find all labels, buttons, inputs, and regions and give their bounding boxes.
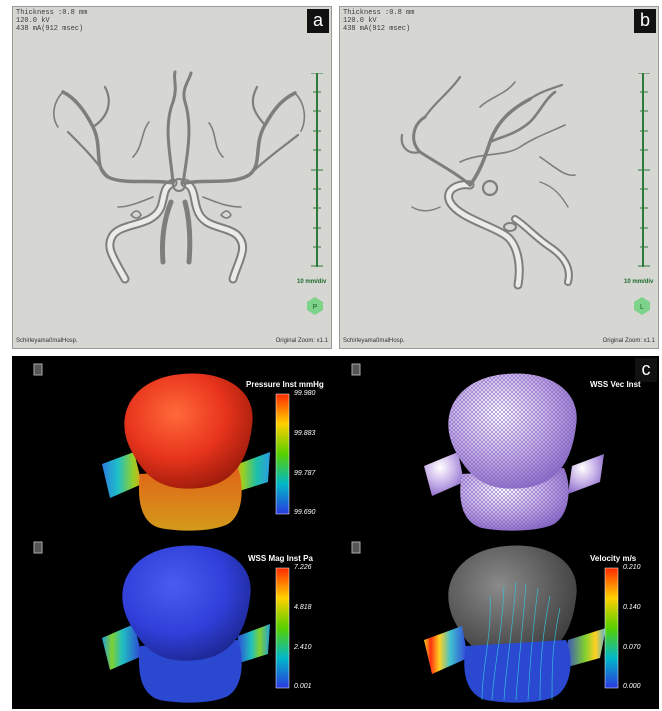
panel-a-footer-left: Schirleyama0malHosp. bbox=[16, 338, 78, 344]
panel-b-thickness: Thickness :0.8 mm bbox=[343, 9, 415, 17]
panel-a-ma: 438 mA(912 msec) bbox=[16, 25, 84, 33]
panel-a-vessel-render bbox=[53, 70, 306, 284]
velocity-tick-0: 0.210 bbox=[623, 564, 641, 571]
velocity-aneurysm-model bbox=[424, 545, 606, 703]
panel-a-orientation-icon: P bbox=[307, 297, 323, 315]
velocity-colorbar bbox=[604, 567, 619, 689]
panel-b-vessel-render bbox=[400, 75, 576, 290]
wss-mag-tick-3: 0.001 bbox=[294, 683, 312, 690]
panel-b-orientation-icon: L bbox=[634, 297, 650, 315]
pressure-tick-3: 99.690 bbox=[294, 509, 316, 516]
small-window-icons bbox=[33, 363, 361, 554]
pressure-aneurysm-model bbox=[102, 373, 270, 531]
wss-mag-colorbar-title: WSS Mag Inst Pa bbox=[248, 554, 313, 563]
panel-c-render bbox=[33, 363, 619, 703]
panel-b-scale-text: 10 mm/div bbox=[624, 279, 654, 285]
wss-mag-tick-0: 7.226 bbox=[294, 564, 312, 571]
panel-b-scale-ticks bbox=[638, 73, 650, 267]
panel-c-cfd: c bbox=[12, 356, 659, 709]
velocity-colorbar-title: Velocity m/s bbox=[590, 554, 637, 563]
wss-mag-colorbar bbox=[275, 567, 290, 689]
panel-a-angiography: Thickness :0.8 mm 120.0 kV 438 mA(912 ms… bbox=[12, 6, 332, 349]
wss-vec-title: WSS Vec Inst bbox=[590, 380, 641, 389]
panel-a-label: a bbox=[307, 9, 329, 33]
wss-mag-aneurysm-model bbox=[102, 545, 270, 703]
panel-a-scale-ticks bbox=[311, 73, 323, 267]
svg-text:L: L bbox=[640, 304, 644, 311]
panel-b-label: b bbox=[634, 9, 656, 33]
velocity-tick-3: 0.000 bbox=[623, 683, 641, 690]
wss-mag-tick-2: 2.410 bbox=[294, 644, 312, 651]
panel-b-header: Thickness :0.8 mm 120.0 kV 438 mA(912 ms… bbox=[343, 9, 414, 33]
panel-b-ma: 438 mA(912 msec) bbox=[343, 25, 411, 33]
panel-a-scale-text: 10 mm/div bbox=[297, 279, 327, 285]
panel-c-label: c bbox=[635, 358, 657, 382]
panel-b-footer-left: Schirleyama0malHosp. bbox=[343, 338, 405, 344]
velocity-tick-2: 0.070 bbox=[623, 644, 641, 651]
panel-a-footer-right: Original Zoom: x1.1 bbox=[275, 338, 328, 344]
velocity-tick-1: 0.140 bbox=[623, 604, 641, 611]
pressure-colorbar-title: Pressure Inst mmHg bbox=[246, 380, 324, 389]
wss-vec-aneurysm-model bbox=[424, 373, 604, 531]
pressure-tick-0: 99.980 bbox=[294, 390, 316, 397]
panel-a-thickness: Thickness :0.8 mm bbox=[16, 9, 88, 17]
panel-b-angiography: Thickness :0.8 mm 120.0 kV 438 mA(912 ms… bbox=[339, 6, 659, 349]
panel-b-kv: 120.0 kV bbox=[343, 17, 377, 25]
pressure-tick-1: 99.883 bbox=[294, 430, 316, 437]
pressure-tick-2: 99.787 bbox=[294, 470, 316, 477]
wss-mag-tick-1: 4.818 bbox=[294, 604, 312, 611]
svg-text:P: P bbox=[313, 304, 318, 311]
panel-a-header: Thickness :0.8 mm 120.0 kV 438 mA(912 ms… bbox=[16, 9, 87, 33]
panel-a-kv: 120.0 kV bbox=[16, 17, 50, 25]
pressure-colorbar bbox=[275, 393, 290, 515]
panel-b-footer-right: Original Zoom: x1.1 bbox=[602, 338, 655, 344]
